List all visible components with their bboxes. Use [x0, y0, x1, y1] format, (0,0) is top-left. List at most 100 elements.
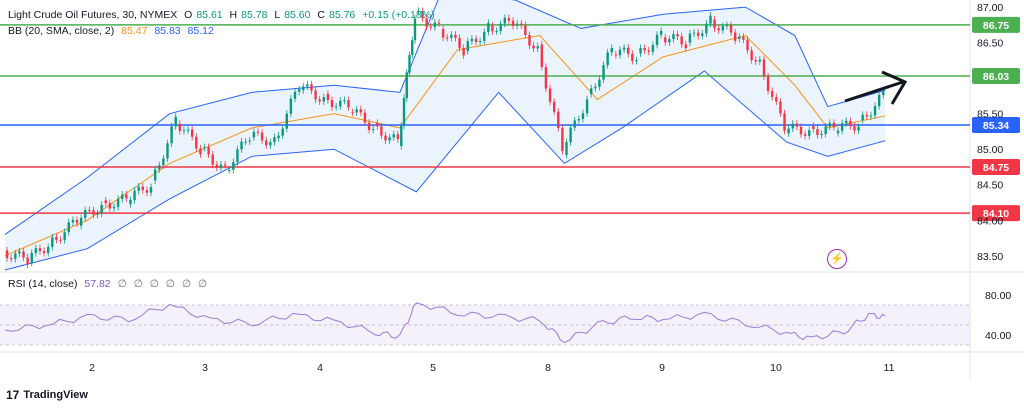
bb-basis-line: [4, 34, 886, 257]
candle-body: [339, 100, 342, 107]
candle-body: [540, 44, 544, 67]
candle-body: [199, 148, 202, 155]
candle-body: [322, 97, 326, 102]
symbol-legend: Light Crude Oil Futures, 30, NYMEX O 85.6…: [8, 9, 439, 21]
price-level-label: 85.34: [983, 120, 1009, 132]
candle-body: [877, 95, 881, 107]
lightning-event-icon[interactable]: ⚡: [827, 249, 847, 269]
candle-body: [635, 60, 638, 62]
candle-body: [869, 115, 873, 117]
candle-body: [269, 142, 272, 146]
candle-body: [544, 66, 548, 89]
candle-body: [437, 22, 441, 24]
candle-body: [104, 200, 107, 204]
candle-body: [606, 52, 609, 66]
candle-body: [402, 98, 406, 126]
candle-body: [515, 23, 519, 26]
candle-body: [408, 55, 411, 73]
candle-body: [474, 38, 478, 43]
x-tick-label: 8: [545, 362, 551, 374]
price-level-label: 86.03: [983, 71, 1009, 83]
y-tick-label: 85.00: [977, 144, 1003, 156]
candle-body: [240, 141, 243, 150]
candle-body: [614, 54, 618, 56]
candle-body: [664, 37, 667, 43]
candle-body: [729, 25, 733, 33]
candle-body: [787, 128, 790, 134]
candle-body: [573, 120, 576, 128]
candle-body: [277, 135, 280, 139]
candle-body: [491, 25, 494, 32]
price-level-tag: [972, 68, 1020, 85]
rsi-legend[interactable]: RSI (14, close) 57.82 ∅ ∅ ∅ ∅ ∅ ∅: [8, 278, 213, 290]
candle-body: [211, 154, 214, 165]
candle-body: [725, 25, 729, 27]
candle-body: [655, 34, 659, 45]
candle-body: [795, 123, 799, 127]
candle-body: [63, 232, 66, 241]
y-tick-label: 85.50: [977, 109, 1003, 121]
candle-body: [310, 84, 313, 91]
candle-body: [770, 90, 774, 98]
candle-body: [38, 248, 42, 252]
candle-body: [602, 65, 605, 80]
x-tick-label: 4: [317, 362, 323, 374]
candle-body: [520, 23, 523, 26]
candle-body: [326, 93, 330, 101]
candle-body: [754, 60, 757, 62]
candle-body: [882, 91, 885, 96]
candle-body: [668, 39, 671, 43]
candle-body: [281, 128, 284, 136]
candle-body: [738, 36, 741, 39]
candle-body: [824, 126, 827, 134]
candle-body: [450, 34, 453, 38]
candle-body: [318, 99, 321, 102]
candle-body: [244, 141, 247, 143]
candle-body: [775, 97, 778, 102]
candle-body: [585, 99, 589, 114]
candle-body: [820, 133, 823, 135]
candle-body: [334, 106, 338, 108]
candle-body: [865, 114, 869, 117]
candle-body: [643, 48, 646, 51]
x-tick-label: 3: [202, 362, 208, 374]
candle-body: [92, 210, 95, 215]
candle-body: [186, 129, 190, 131]
candle-body: [67, 222, 70, 233]
candle-body: [766, 76, 770, 91]
price-level-label: 84.75: [983, 162, 1009, 174]
candle-body: [441, 29, 445, 38]
bb-legend[interactable]: BB (20, SMA, close, 2) 85.47 85.83 85.12: [8, 25, 218, 37]
candle-body: [832, 122, 836, 128]
candle-body: [190, 129, 194, 137]
x-tick-label: 10: [770, 362, 782, 374]
candle-body: [783, 113, 786, 131]
candle-body: [627, 47, 630, 54]
candle-body: [701, 33, 704, 36]
rsi-name: RSI (14, close): [8, 278, 78, 290]
candle-body: [676, 34, 679, 37]
candle-body: [400, 125, 403, 147]
candle-body: [367, 122, 371, 131]
candle-body: [873, 106, 877, 116]
candle-body: [750, 50, 753, 61]
candle-body: [252, 131, 256, 138]
candle-body: [688, 33, 692, 43]
tradingview-logo[interactable]: 17 TradingView: [6, 388, 88, 402]
bb-basis-value: 85.47: [121, 25, 148, 37]
price-level-label: 84.10: [983, 208, 1009, 220]
candle-body: [684, 44, 688, 49]
candle-body: [149, 187, 153, 193]
candle-body: [158, 165, 161, 170]
candle-body: [59, 239, 62, 241]
candle-body: [351, 112, 354, 114]
bb-upper-value: 85.83: [154, 25, 181, 37]
candle-body: [812, 125, 815, 130]
candle-body: [692, 32, 696, 34]
candle-body: [803, 134, 807, 136]
candle-body: [137, 186, 140, 191]
candle-body: [746, 39, 749, 51]
candle-body: [293, 91, 297, 99]
low-value: 85.60: [284, 9, 311, 21]
candle-body: [232, 162, 235, 170]
